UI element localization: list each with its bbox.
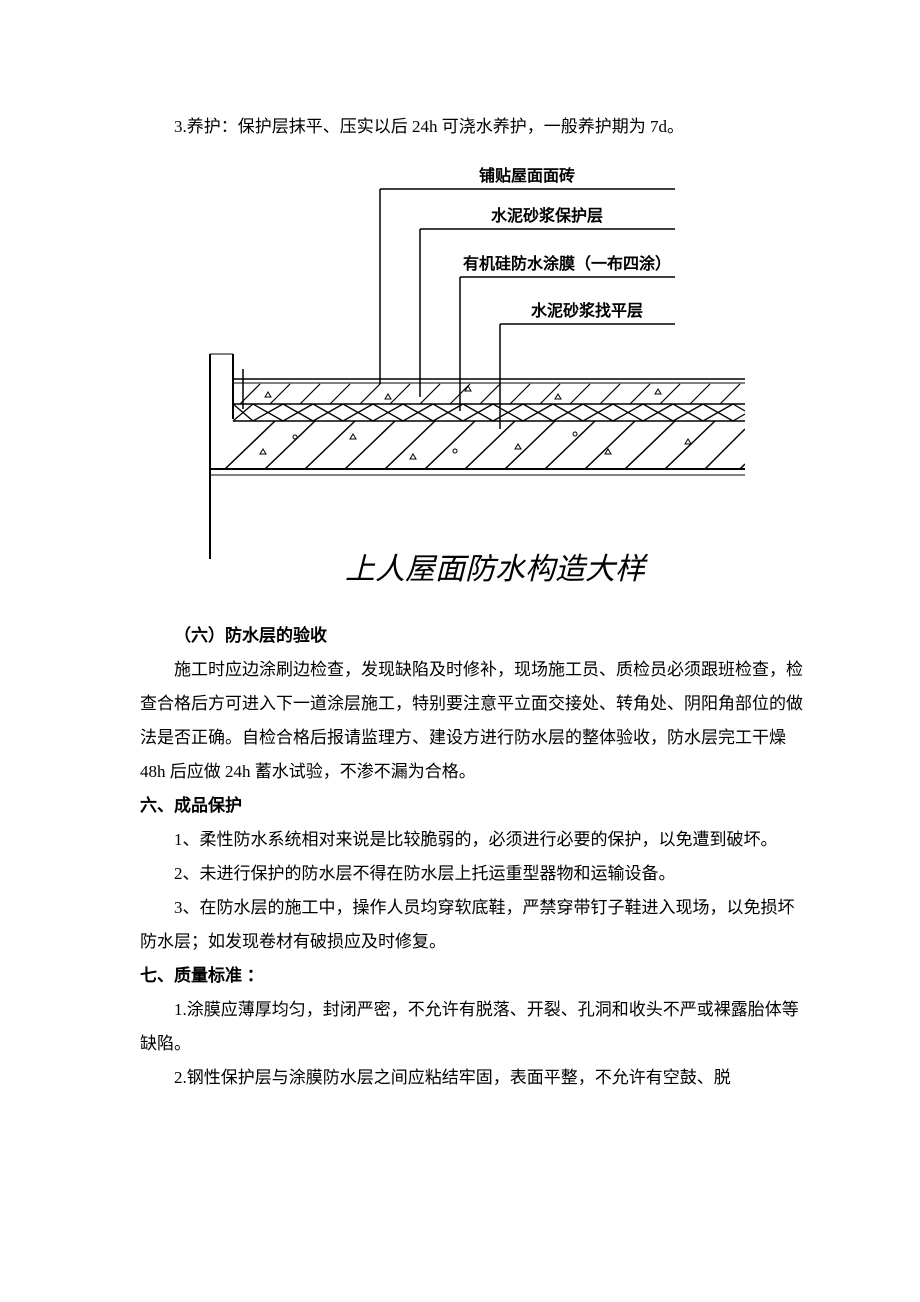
section6-heading: （六）防水层的验收 (140, 619, 810, 653)
section-cp-heading: 六、成品保护 (140, 789, 810, 823)
section-cp-item2: 2、未进行保护的防水层不得在防水层上托运重型器物和运输设备。 (140, 857, 810, 891)
diagram-caption: 上人屋面防水构造大样 (345, 553, 649, 586)
section-qb-item2: 2.钢性保护层与涂膜防水层之间应粘结牢固，表面平整，不允许有空鼓、脱 (140, 1061, 810, 1095)
diagram-layer1-label: 铺贴屋面面砖 (479, 166, 575, 185)
section-qb-item1: 1.涂膜应薄厚均匀，封闭严密，不允许有脱落、开裂、孔洞和收头不严或裸露胎体等缺陷… (140, 993, 810, 1061)
section-cp-item3: 3、在防水层的施工中，操作人员均穿软底鞋，严禁穿带钉子鞋进入现场，以免损坏防水层… (140, 891, 810, 959)
roof-diagram: 铺贴屋面面砖 水泥砂浆保护层 有机硅防水涂膜（一布四涂） 水泥砂浆找平层 (205, 159, 745, 609)
diagram-layer4-label: 水泥砂浆找平层 (531, 301, 643, 320)
diagram-layer2-label: 水泥砂浆保护层 (491, 206, 603, 225)
diagram-layer3-label: 有机硅防水涂膜（一布四涂） (463, 254, 671, 273)
section6-para1: 施工时应边涂刷边检查，发现缺陷及时修补，现场施工员、质检员必须跟班检查，检查合格… (140, 653, 810, 789)
section-qb-heading: 七、质量标准 ： (140, 959, 810, 993)
section-cp-item1: 1、柔性防水系统相对来说是比较脆弱的，必须进行必要的保护，以免遭到破坏。 (140, 823, 810, 857)
intro-item3: 3.养护：保护层抹平、压实以后 24h 可浇水养护，一般养护期为 7d。 (140, 110, 810, 144)
